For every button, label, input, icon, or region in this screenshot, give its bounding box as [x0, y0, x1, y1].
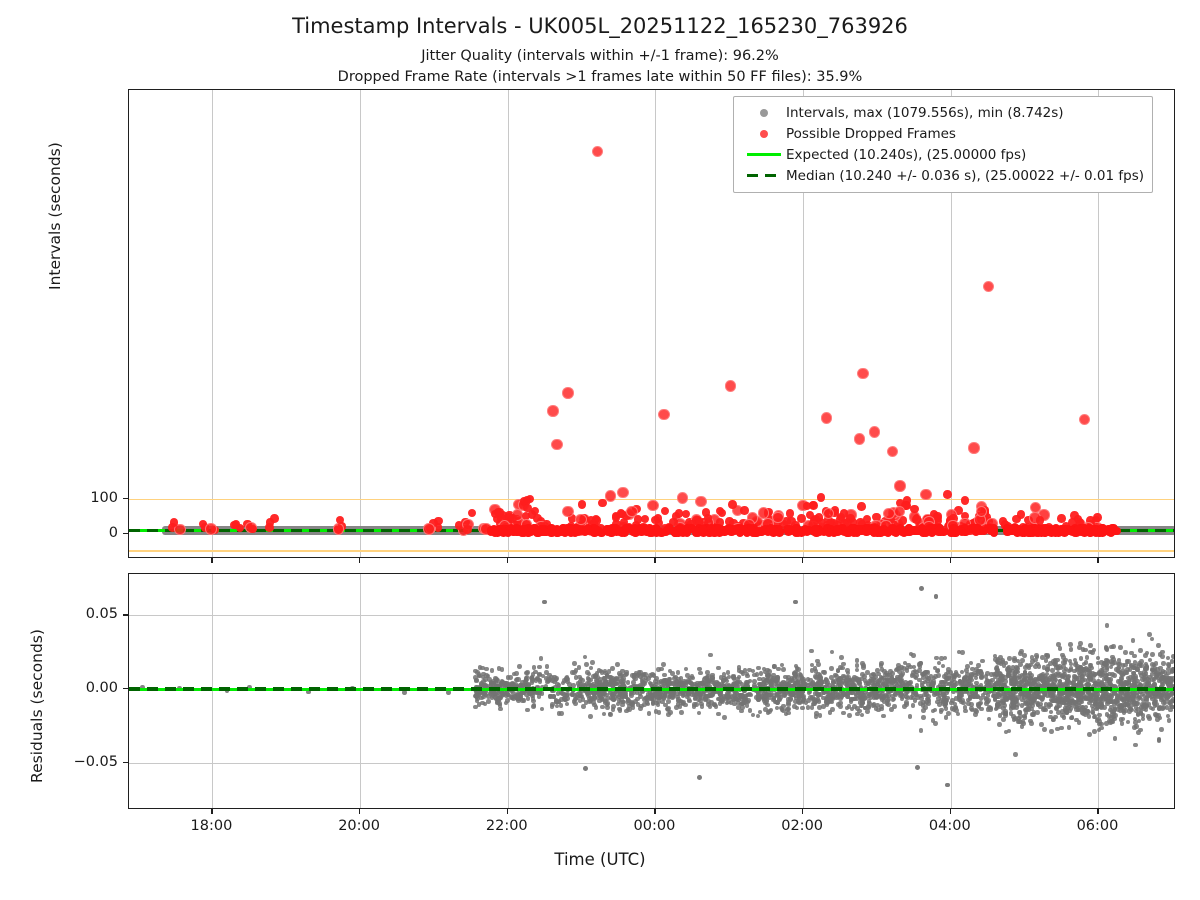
bottom-reference-lines: [129, 574, 1174, 808]
y-tick-label-intervals: 100: [90, 489, 118, 506]
legend-label-dropped-frames: Possible Dropped Frames: [786, 125, 956, 142]
x-tick-label: 02:00: [781, 818, 824, 834]
gray-dot-icon: [742, 108, 786, 117]
legend[interactable]: Intervals, max (1079.556s), min (8.742s)…: [733, 96, 1154, 193]
top-gridlines: [129, 90, 1174, 557]
legend-label-intervals: Intervals, max (1079.556s), min (8.742s): [786, 104, 1064, 121]
x-tick-label: 04:00: [928, 818, 971, 834]
y-tick-label-residuals: −0.05: [73, 753, 118, 770]
y-axis-label-intervals: Intervals (seconds): [46, 142, 64, 290]
x-tick-label: 00:00: [633, 818, 676, 834]
legend-label-median: Median (10.240 +/- 0.036 s), (25.00022 +…: [786, 167, 1145, 184]
subtitle-dropped-frame-rate: Dropped Frame Rate (intervals >1 frames …: [337, 69, 863, 85]
top-threshold-lines: [129, 90, 1174, 557]
x-axis-label: Time (UTC): [554, 850, 646, 869]
red-dot-icon: [742, 129, 786, 138]
x-tick-label: 20:00: [338, 818, 380, 834]
x-tick-label: 22:00: [485, 818, 528, 834]
green-solid-line-icon: [742, 153, 786, 156]
x-tick-label: 06:00: [1076, 818, 1119, 834]
legend-item-expected: Expected (10.240s), (25.00000 fps): [742, 144, 1144, 165]
legend-label-expected: Expected (10.240s), (25.00000 fps): [786, 146, 1027, 163]
x-tick-label: 18:00: [190, 818, 233, 834]
y-axis-label-residuals: Residuals (seconds): [28, 629, 46, 783]
y-tick-label-intervals: 0: [108, 525, 118, 542]
darkgreen-dashed-line-icon: [742, 173, 786, 178]
subtitle-jitter-quality: Jitter Quality (intervals within +/-1 fr…: [421, 48, 779, 64]
residuals-plot-axes: [128, 573, 1175, 809]
legend-item-dropped-frames: Possible Dropped Frames: [742, 123, 1144, 144]
y-tick-label-residuals: 0.05: [85, 606, 118, 623]
dropped-frames-scatter: [129, 90, 1174, 557]
y-tick-label-residuals: 0.00: [85, 680, 118, 697]
legend-item-intervals: Intervals, max (1079.556s), min (8.742s): [742, 102, 1144, 123]
page-title: Timestamp Intervals - UK005L_20251122_16…: [292, 14, 908, 38]
legend-item-median: Median (10.240 +/- 0.036 s), (25.00022 +…: [742, 165, 1144, 186]
